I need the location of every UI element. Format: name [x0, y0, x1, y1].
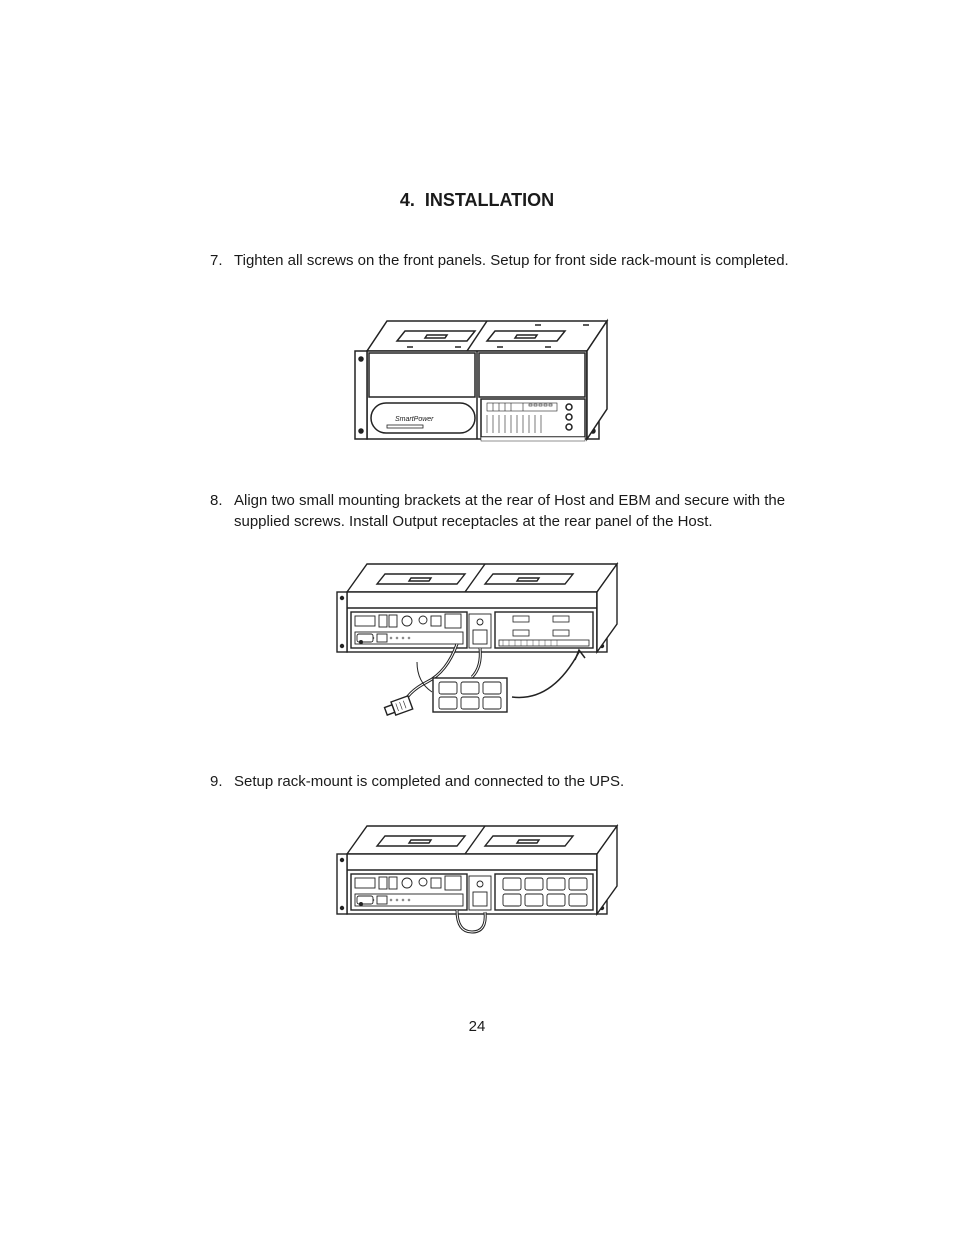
- instruction-step: 9. Setup rack-mount is completed and con…: [210, 772, 794, 792]
- device-rear-complete-diagram: [317, 812, 637, 952]
- figure-device-front: SmartPower: [100, 291, 854, 451]
- step-text: Setup rack-mount is completed and connec…: [234, 772, 794, 792]
- section-number: 4.: [400, 190, 415, 210]
- step-number: 7.: [210, 251, 234, 271]
- svg-text:SmartPower: SmartPower: [395, 416, 434, 423]
- device-front-diagram: SmartPower: [337, 291, 617, 451]
- instruction-step: 8. Align two small mounting brackets at …: [210, 491, 794, 532]
- section-title: 4. INSTALLATION: [100, 190, 854, 211]
- step-number: 9.: [210, 772, 234, 792]
- instruction-step: 7. Tighten all screws on the front panel…: [210, 251, 794, 271]
- step-text: Tighten all screws on the front panels. …: [234, 251, 794, 271]
- figure-device-rear-install: [100, 552, 854, 732]
- figure-device-rear-complete: [100, 812, 854, 952]
- page-number: 24: [0, 1018, 954, 1035]
- section-title-text: INSTALLATION: [425, 190, 554, 210]
- device-rear-install-diagram: [317, 552, 637, 732]
- step-text: Align two small mounting brackets at the…: [234, 491, 794, 532]
- step-number: 8.: [210, 491, 234, 532]
